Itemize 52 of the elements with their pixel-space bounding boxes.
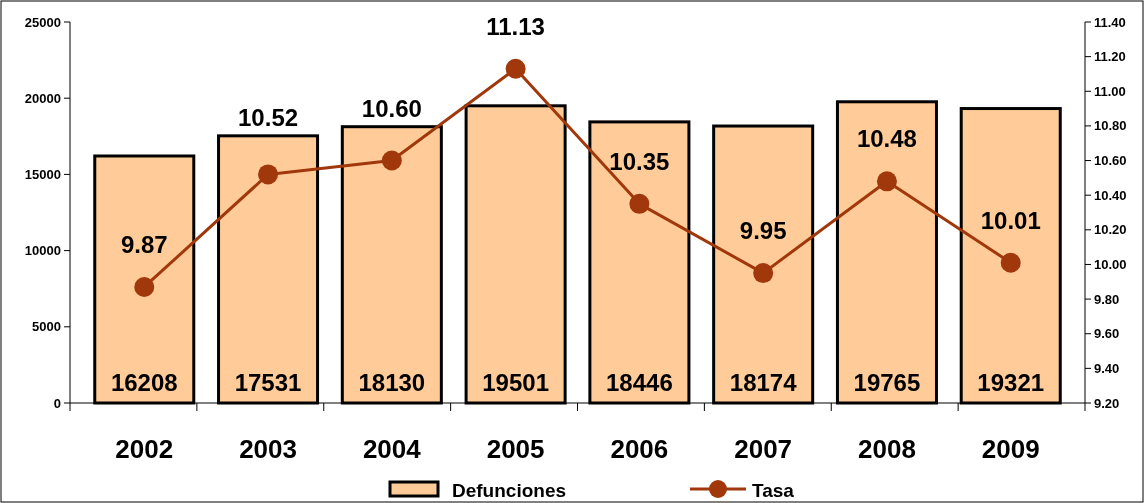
y-tick-label: 5000 [32, 319, 61, 335]
y2-tick-label: 11.00 [1094, 83, 1126, 99]
x-tick-label: 2002 [115, 434, 174, 464]
point [629, 193, 650, 214]
y2-tick-label: 10.60 [1094, 153, 1127, 169]
point [505, 58, 526, 79]
data-label: 9.87 [120, 230, 168, 258]
y2-tick-label: 10.80 [1094, 118, 1127, 134]
data-label: 10.48 [856, 125, 917, 153]
point [753, 263, 774, 284]
legend-label: Tasa [752, 480, 795, 501]
x-tick-label: 2007 [734, 434, 793, 464]
y2-tick-label: 9.80 [1094, 291, 1120, 307]
data-label: 19501 [482, 369, 549, 396]
y2-tick-label: 9.60 [1094, 326, 1120, 342]
x-tick-label: 2005 [486, 434, 545, 464]
data-label: 11.13 [486, 12, 545, 40]
point [258, 164, 279, 185]
y2-tick-label: 10.20 [1094, 222, 1127, 238]
data-label: 16208 [110, 369, 178, 396]
x-tick-label: 2004 [362, 434, 422, 464]
y2-tick-label: 11.40 [1094, 14, 1126, 30]
y2-tick-label: 9.40 [1094, 360, 1120, 376]
y2-tick-label: 10.40 [1094, 187, 1127, 203]
data-label: 18446 [606, 369, 673, 396]
data-label: 10.01 [980, 206, 1041, 234]
y2-tick-label: 11.20 [1094, 49, 1126, 65]
y-tick-label: 0 [53, 395, 61, 411]
data-label: 10.35 [609, 147, 670, 175]
y-tick-label: 15000 [24, 166, 61, 182]
point [381, 150, 402, 171]
x-tick-label: 2009 [981, 434, 1040, 464]
data-label: 19765 [853, 369, 921, 396]
legend-label: Defunciones [452, 480, 567, 501]
point [134, 276, 155, 297]
x-tick-label: 2006 [610, 434, 669, 464]
x-tick-label: 2008 [858, 434, 916, 464]
point [876, 171, 897, 192]
point [1000, 252, 1021, 273]
data-label: 17531 [234, 369, 302, 396]
x-tick-label: 2003 [239, 434, 297, 464]
y2-tick-label: 10.00 [1094, 257, 1127, 272]
y-tick-label: 20000 [24, 90, 61, 106]
data-label: 9.95 [739, 217, 787, 245]
y-tick-label: 10000 [24, 243, 61, 259]
data-label: 10.60 [361, 94, 422, 122]
y-tick-label: 25000 [24, 14, 61, 30]
data-label: 18130 [358, 369, 426, 396]
data-label: 10.52 [238, 103, 299, 131]
data-label: 19321 [977, 369, 1045, 396]
y2-tick-label: 9.20 [1094, 395, 1120, 411]
data-label: 18174 [729, 369, 798, 396]
